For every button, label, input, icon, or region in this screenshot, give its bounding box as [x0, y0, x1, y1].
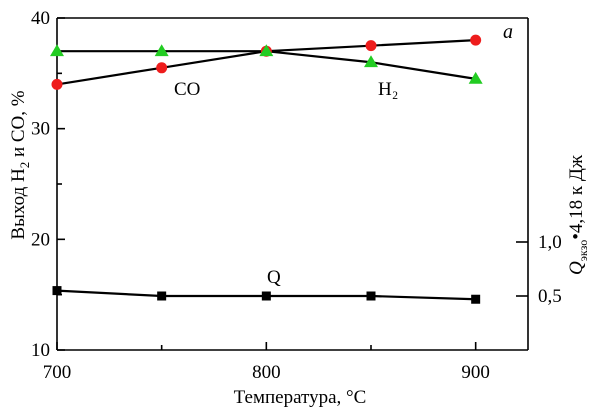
series-2-point-700	[52, 286, 62, 296]
series-0-point-750	[156, 62, 168, 74]
series-markers	[50, 34, 483, 304]
y-left-tick-label-30: 30	[31, 119, 50, 140]
x-tick-label-700: 700	[43, 362, 72, 383]
x-tick-label-900: 900	[461, 362, 490, 383]
series-2-point-800	[261, 291, 271, 301]
series-1-point-750	[154, 44, 169, 57]
series-1-point-900	[468, 71, 483, 84]
y-right-tick-label-1: 1,0	[538, 232, 562, 253]
series-label-h2: H₂	[378, 79, 398, 100]
series-2-point-900	[471, 294, 481, 304]
y-left-tick-label-10: 10	[31, 340, 50, 361]
series-label-q: Q	[267, 267, 281, 288]
panel-label: a	[503, 21, 513, 43]
x-tick-label-800: 800	[252, 362, 281, 383]
series-1-point-700	[50, 44, 64, 57]
y-right-tick-label-0.5: 0,5	[538, 286, 562, 307]
series-2-point-750	[157, 291, 167, 301]
y-axis-title-left: Выход H2 и CO, %	[8, 90, 32, 239]
series-lines	[56, 39, 476, 301]
series-2-point-850	[366, 291, 376, 301]
series-0-point-900	[470, 34, 482, 46]
series-0-point-850	[365, 40, 377, 52]
series-0-point-700	[51, 78, 63, 90]
plot-frame	[56, 17, 529, 351]
y-left-tick-label-40: 40	[31, 8, 50, 29]
axis-ticks: 700 800 900 10 20 30 40 0,5 1,0	[31, 8, 562, 383]
y-left-tick-label-20: 20	[31, 229, 50, 250]
series-1-point-850	[364, 55, 378, 68]
x-axis-title: Температура, °C	[234, 387, 367, 408]
y-axis-title-right: Qэкзо•4,18 к Дж	[566, 154, 590, 275]
series-label-co: CO	[174, 79, 200, 100]
series-1-point-800	[259, 44, 274, 57]
